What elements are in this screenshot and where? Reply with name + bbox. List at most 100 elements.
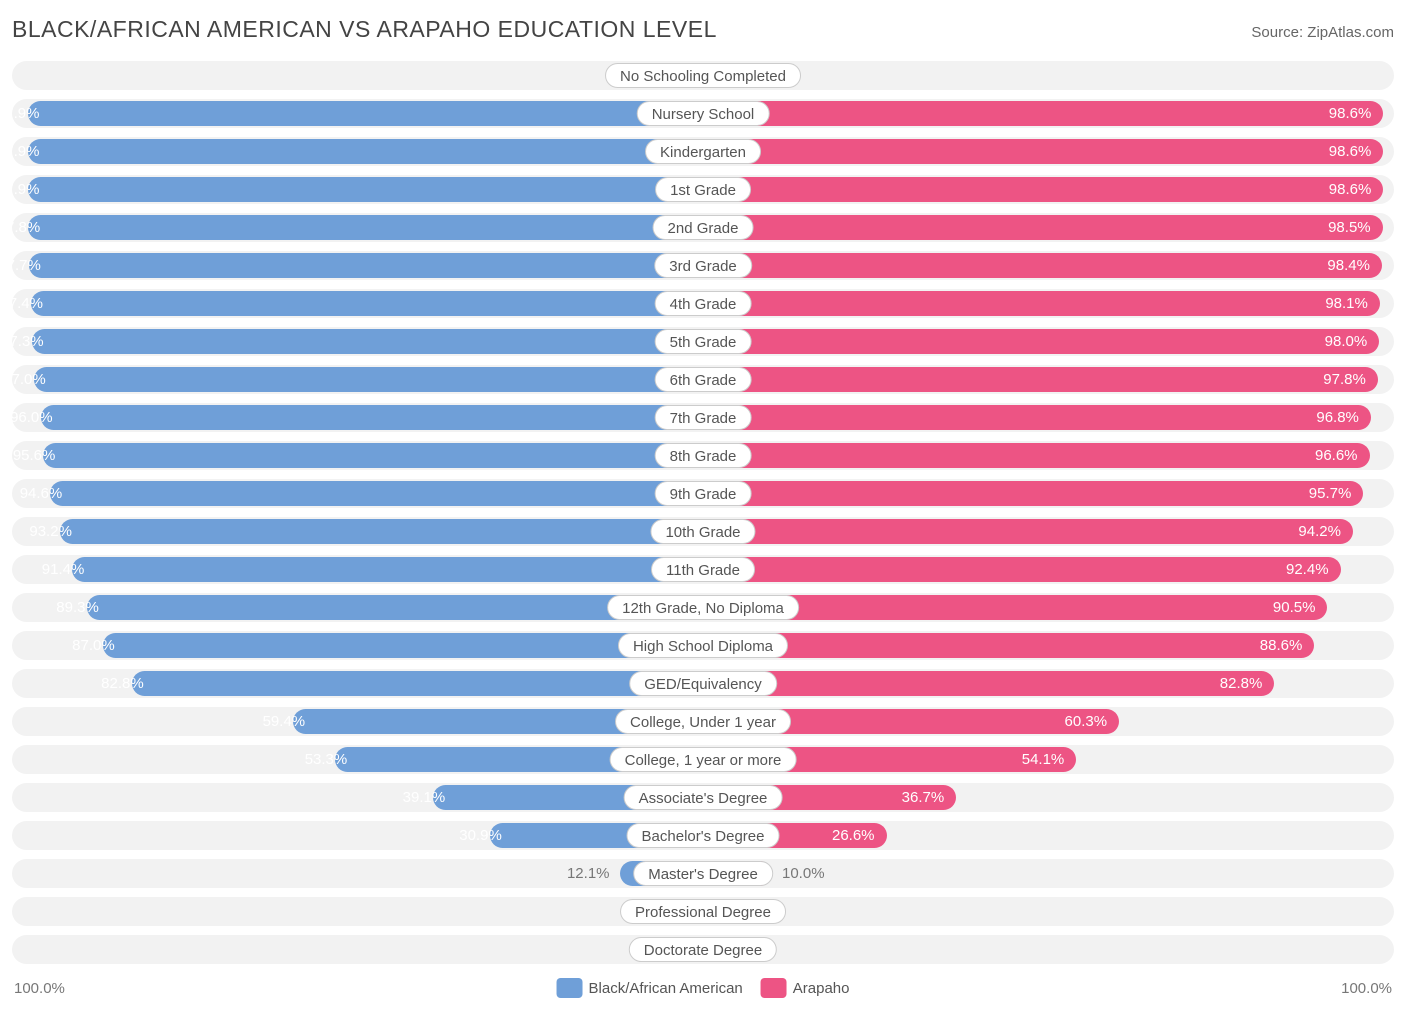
- value-label-left: 97.9%: [0, 175, 40, 204]
- value-label-right: 82.8%: [1220, 669, 1263, 698]
- value-label-right: 98.1%: [1325, 289, 1368, 318]
- chart-area: 2.1%2.1%No Schooling Completed 97.9%98.6%…: [8, 61, 1398, 964]
- bar-left: [132, 671, 703, 696]
- axis-right-max: 100.0%: [1341, 980, 1392, 997]
- chart-row: 59.4% 60.3% College, Under 1 year: [12, 707, 1394, 736]
- category-label: 9th Grade: [655, 481, 752, 506]
- legend-row: 100.0% Black/African American Arapaho 10…: [8, 973, 1398, 1003]
- value-label-left: 96.0%: [10, 403, 53, 432]
- legend-label-right: Arapaho: [793, 980, 850, 997]
- bar-left: [72, 557, 703, 582]
- value-label-left: 97.4%: [0, 289, 43, 318]
- value-label-right: 90.5%: [1273, 593, 1316, 622]
- category-label: High School Diploma: [618, 633, 788, 658]
- category-label: No Schooling Completed: [605, 63, 801, 88]
- category-label: Bachelor's Degree: [627, 823, 780, 848]
- source-prefix: Source:: [1251, 24, 1307, 41]
- category-label: 4th Grade: [655, 291, 752, 316]
- value-label-left: 87.0%: [72, 631, 115, 660]
- value-label-right: 95.7%: [1309, 479, 1352, 508]
- chart-row: 94.6% 95.7% 9th Grade: [12, 479, 1394, 508]
- bar-left: [29, 253, 703, 278]
- value-label-right: 60.3%: [1065, 707, 1108, 736]
- category-label: Nursery School: [637, 101, 770, 126]
- value-label-left: 30.9%: [459, 821, 502, 850]
- chart-row: 97.9%98.6%1st Grade: [12, 175, 1394, 204]
- bar-left: [31, 291, 703, 316]
- value-label-left: 97.7%: [0, 251, 41, 280]
- category-label: 5th Grade: [655, 329, 752, 354]
- category-label: 11th Grade: [651, 557, 755, 582]
- bar-right: [703, 405, 1371, 430]
- category-label: GED/Equivalency: [629, 671, 777, 696]
- category-label: 10th Grade: [650, 519, 755, 544]
- value-label-right: 98.0%: [1325, 327, 1368, 356]
- bar-left: [43, 443, 703, 468]
- chart-row: 2.1%2.1%No Schooling Completed: [12, 61, 1394, 90]
- bar-right: [703, 367, 1378, 392]
- bar-right: [703, 177, 1383, 202]
- bar-right: [703, 329, 1379, 354]
- legend-swatch-left: [557, 978, 583, 998]
- value-label-left: 89.3%: [56, 593, 99, 622]
- value-label-right: 10.0%: [782, 859, 825, 888]
- category-label: 8th Grade: [655, 443, 752, 468]
- value-label-right: 98.6%: [1329, 99, 1372, 128]
- chart-row: 87.0%88.6%High School Diploma: [12, 631, 1394, 660]
- chart-row: 91.4% 92.4% 11th Grade: [12, 555, 1394, 584]
- value-label-left: 94.6%: [20, 479, 63, 508]
- value-label-left: 82.8%: [101, 669, 144, 698]
- bar-left: [103, 633, 703, 658]
- value-label-left: 12.1%: [567, 859, 610, 888]
- value-label-left: 97.0%: [3, 365, 46, 394]
- value-label-right: 94.2%: [1298, 517, 1341, 546]
- bar-right: [703, 633, 1314, 658]
- bar-right: [703, 291, 1380, 316]
- category-label: 3rd Grade: [654, 253, 752, 278]
- chart-row: 97.9%98.6%Kindergarten: [12, 137, 1394, 166]
- bar-left: [32, 329, 703, 354]
- chart-row: 96.0% 96.8% 7th Grade: [12, 403, 1394, 432]
- value-label-left: 59.4%: [263, 707, 306, 736]
- category-label: Professional Degree: [620, 899, 786, 924]
- category-label: College, Under 1 year: [615, 709, 791, 734]
- value-label-right: 98.4%: [1327, 251, 1370, 280]
- value-label-left: 39.1%: [403, 783, 446, 812]
- value-label-right: 92.4%: [1286, 555, 1329, 584]
- bar-right: [703, 253, 1382, 278]
- chart-row: 97.8%98.5%2nd Grade: [12, 213, 1394, 242]
- value-label-left: 97.3%: [1, 327, 44, 356]
- value-label-left: 53.3%: [305, 745, 348, 774]
- bar-right: [703, 481, 1363, 506]
- bar-left: [28, 139, 704, 164]
- category-label: 12th Grade, No Diploma: [607, 595, 799, 620]
- axis-left-max: 100.0%: [14, 980, 65, 997]
- bar-left: [28, 177, 704, 202]
- value-label-right: 98.5%: [1328, 213, 1371, 242]
- chart-row: 1.4%1.2%Doctorate Degree: [12, 935, 1394, 964]
- chart-row: 95.6%96.6%8th Grade: [12, 441, 1394, 470]
- chart-row: 30.9% 26.6% Bachelor's Degree: [12, 821, 1394, 850]
- chart-row: 97.3%98.0%5th Grade: [12, 327, 1394, 356]
- chart-source: Source: ZipAtlas.com: [1251, 24, 1394, 41]
- category-label: 1st Grade: [655, 177, 751, 202]
- category-label: 7th Grade: [655, 405, 752, 430]
- value-label-right: 98.6%: [1329, 137, 1372, 166]
- bar-right: [703, 215, 1383, 240]
- bar-left: [50, 481, 703, 506]
- chart-row: 93.2%94.2%10th Grade: [12, 517, 1394, 546]
- value-label-right: 54.1%: [1022, 745, 1065, 774]
- category-label: College, 1 year or more: [610, 747, 797, 772]
- source-name: ZipAtlas.com: [1307, 24, 1394, 41]
- value-label-right: 96.8%: [1316, 403, 1359, 432]
- chart-row: 97.7%98.4%3rd Grade: [12, 251, 1394, 280]
- value-label-right: 26.6%: [832, 821, 875, 850]
- value-label-left: 97.8%: [0, 213, 40, 242]
- bar-left: [28, 101, 704, 126]
- legend: Black/African American Arapaho: [557, 978, 850, 998]
- chart-row: 12.1%10.0%Master's Degree: [12, 859, 1394, 888]
- value-label-left: 95.6%: [13, 441, 56, 470]
- category-label: Doctorate Degree: [629, 937, 777, 962]
- value-label-left: 91.4%: [42, 555, 85, 584]
- chart-row: 89.3% 90.5% 12th Grade, No Diploma: [12, 593, 1394, 622]
